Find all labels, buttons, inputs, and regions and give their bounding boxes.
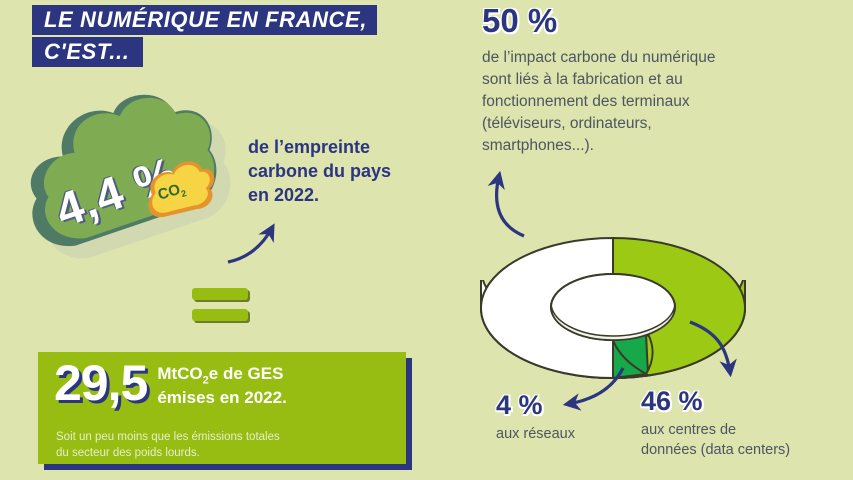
- datacenter-percentage-value: 46 %: [641, 386, 703, 416]
- title-line-2: C'EST...: [32, 37, 144, 67]
- emissions-footnote: Soit un peu moins que les émissions tota…: [56, 430, 386, 461]
- datacenter-label-line-2: données (data centers): [641, 441, 791, 458]
- terminals-desc-line-3: fonctionnement des terminaux: [482, 93, 690, 110]
- network-label-text: aux réseaux: [496, 426, 575, 442]
- network-percentage-value: 4 %: [496, 390, 543, 420]
- network-stat-label: 4 % aux réseaux: [496, 392, 575, 445]
- datacenter-label-line-1: aux centres de: [641, 422, 737, 438]
- terminals-desc-line-1: de l’impact carbone du numérique: [482, 49, 716, 66]
- cloud-caption: de l’empreinte carbone du pays en 2022.: [248, 136, 438, 208]
- emissions-unit-text: MtCO2e de GES émises en 2022.: [157, 364, 286, 409]
- page-title: LE NUMÉRIQUE EN FRANCE, C'EST...: [32, 5, 378, 67]
- donut-top-face: [480, 236, 746, 380]
- datacenter-label-text: aux centres de données (data centers): [641, 421, 790, 460]
- title-line-1: LE NUMÉRIQUE EN FRANCE,: [32, 5, 378, 35]
- emissions-unit-line-2: émises en 2022.: [157, 387, 287, 407]
- donut-chart: [480, 236, 746, 380]
- cloud-caption-line-1: de l’empreinte: [248, 137, 371, 157]
- equals-bar-top: [192, 288, 248, 300]
- cloud-caption-line-2: carbone du pays: [248, 160, 392, 181]
- cloud-caption-line-3: en 2022.: [248, 184, 320, 205]
- terminals-percentage-value: 50 %: [482, 2, 558, 39]
- cloud-illustration: 4,4 % CO2: [6, 78, 251, 288]
- emissions-big-number: 29,5: [54, 355, 148, 411]
- terminals-desc-line-5: smartphones...).: [482, 137, 594, 154]
- emissions-footnote-line-1: Soit un peu moins que les émissions tota…: [56, 431, 280, 443]
- emissions-footnote-line-2: du secteur des poids lourds.: [56, 446, 200, 459]
- co2-badge-icon: [148, 161, 215, 218]
- terminals-description: de l’impact carbone du numérique sont li…: [482, 47, 822, 157]
- emissions-stat-box: 29,5 MtCO2e de GES émises en 2022. Soit …: [38, 352, 406, 464]
- terminals-desc-line-4: (téléviseurs, ordinateurs,: [482, 115, 652, 132]
- donut-inner-wall: [550, 302, 676, 341]
- emissions-unit-line-1: MtCO2e de GES: [157, 364, 284, 387]
- emissions-headline: 29,5 MtCO2e de GES émises en 2022.: [54, 358, 287, 409]
- datacenter-stat-label: 46 % aux centres de données (data center…: [641, 388, 790, 460]
- equals-symbol: [192, 288, 248, 321]
- terminals-desc-line-2: sont liés à la fabrication et au: [482, 71, 683, 88]
- equals-bar-bottom: [192, 309, 248, 321]
